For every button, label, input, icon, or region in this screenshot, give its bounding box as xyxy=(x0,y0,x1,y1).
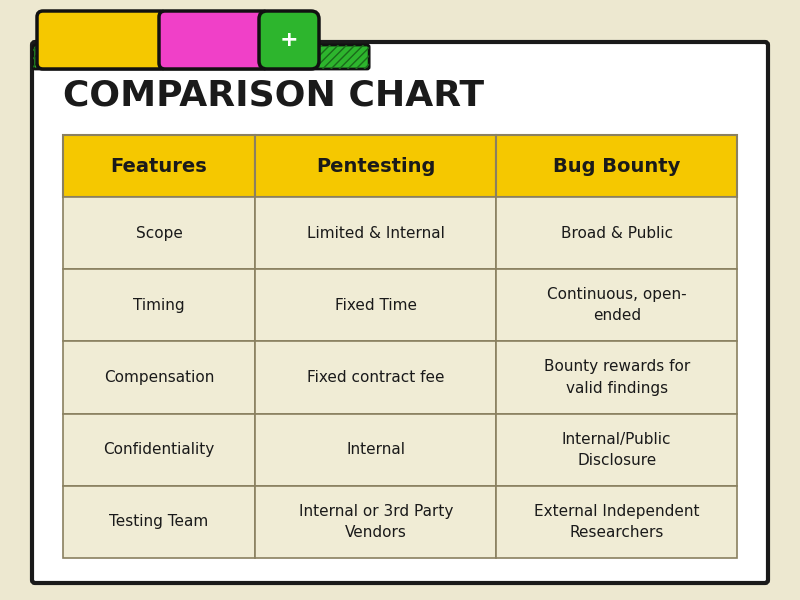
Bar xyxy=(255,135,496,197)
Text: Internal/Public
Disclosure: Internal/Public Disclosure xyxy=(562,432,671,468)
Bar xyxy=(63,341,255,413)
Bar xyxy=(255,486,496,558)
Bar xyxy=(255,269,496,341)
Text: External Independent
Researchers: External Independent Researchers xyxy=(534,504,699,540)
Text: COMPARISON CHART: COMPARISON CHART xyxy=(63,78,484,112)
Bar xyxy=(63,197,255,269)
Text: Pentesting: Pentesting xyxy=(316,157,435,175)
Bar xyxy=(63,269,255,341)
Text: Scope: Scope xyxy=(136,226,182,241)
FancyBboxPatch shape xyxy=(33,45,369,69)
Bar xyxy=(255,197,496,269)
Text: Bounty rewards for
valid findings: Bounty rewards for valid findings xyxy=(543,359,690,395)
Text: Limited & Internal: Limited & Internal xyxy=(306,226,445,241)
Text: Internal or 3rd Party
Vendors: Internal or 3rd Party Vendors xyxy=(298,504,453,540)
Text: Timing: Timing xyxy=(134,298,185,313)
Text: Broad & Public: Broad & Public xyxy=(561,226,673,241)
Text: Bug Bounty: Bug Bounty xyxy=(553,157,680,175)
Bar xyxy=(496,486,737,558)
Bar xyxy=(496,269,737,341)
Bar xyxy=(496,413,737,486)
Bar xyxy=(496,197,737,269)
FancyBboxPatch shape xyxy=(37,11,167,69)
Bar xyxy=(63,135,255,197)
Bar xyxy=(255,341,496,413)
FancyBboxPatch shape xyxy=(159,11,269,69)
Bar xyxy=(63,413,255,486)
FancyBboxPatch shape xyxy=(259,11,319,69)
Text: Continuous, open-
ended: Continuous, open- ended xyxy=(547,287,686,323)
Text: Testing Team: Testing Team xyxy=(110,514,209,529)
Text: Fixed contract fee: Fixed contract fee xyxy=(307,370,445,385)
Bar xyxy=(255,413,496,486)
Text: Internal: Internal xyxy=(346,442,406,457)
Text: Fixed Time: Fixed Time xyxy=(334,298,417,313)
Bar xyxy=(496,341,737,413)
Text: Confidentiality: Confidentiality xyxy=(103,442,214,457)
Text: Compensation: Compensation xyxy=(104,370,214,385)
Bar xyxy=(63,486,255,558)
Text: +: + xyxy=(280,30,298,50)
FancyBboxPatch shape xyxy=(32,42,768,583)
Bar xyxy=(496,135,737,197)
Text: Features: Features xyxy=(110,157,207,175)
